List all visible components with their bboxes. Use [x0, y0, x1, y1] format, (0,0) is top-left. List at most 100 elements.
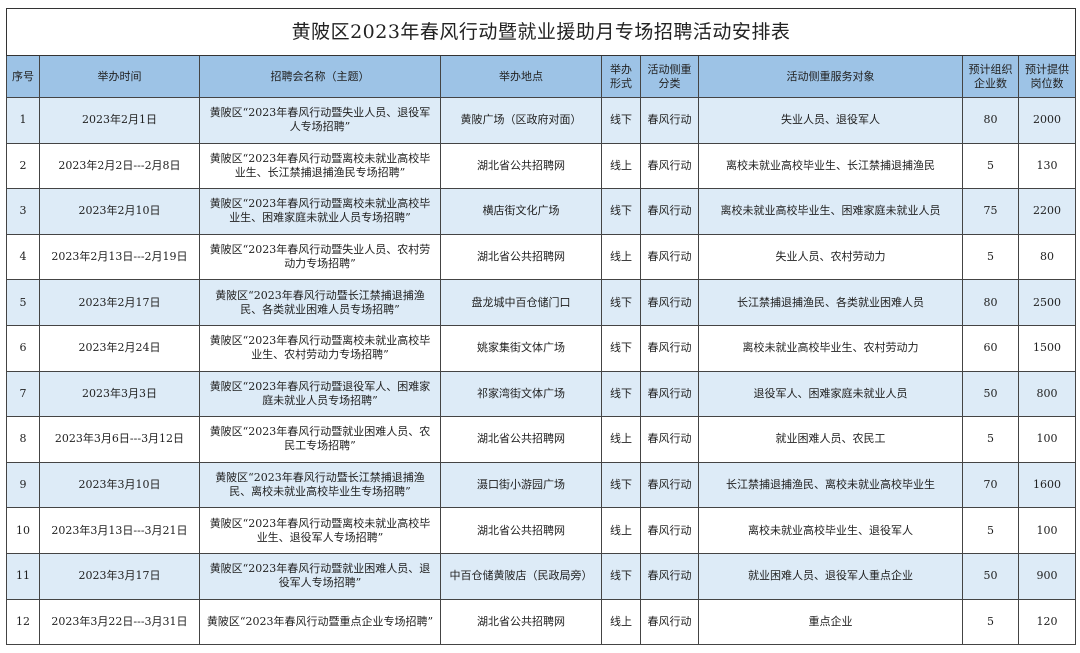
- cell-no: 12: [6, 598, 40, 646]
- cell-target: 长江禁捕退捕渔民、各类就业困难人员: [698, 279, 963, 326]
- cell-jobs: 100: [1017, 416, 1077, 463]
- table-row: 5 2023年2月17日 黄陂区“2023年春风行动暨长江禁捕退捕渔民、各类就业困难…: [6, 279, 1077, 326]
- cell-companies: 5: [962, 416, 1019, 463]
- table-row: 6 2023年2月24日 黄陂区“2023年春风行动暨离校未就业高校毕业生、农村劳动…: [6, 324, 1077, 372]
- cell-no: 8: [6, 416, 40, 463]
- table-row: 11 2023年3月17日 黄陂区“2023年春风行动暨就业困难人员、退役军人专场招…: [6, 552, 1077, 600]
- cell-category: 春风行动: [640, 598, 699, 646]
- cell-companies: 5: [962, 233, 1019, 281]
- cell-date: 2023年3月13日---3月21日: [39, 507, 200, 554]
- cell-target: 就业困难人员、退役军人重点企业: [698, 552, 963, 600]
- cell-jobs: 120: [1017, 598, 1077, 646]
- cell-target: 就业困难人员、农民工: [698, 416, 963, 463]
- cell-name: 黄陂区“2023年春风行动暨长江禁捕退捕渔民、离校未就业高校毕业生专场招聘”: [199, 461, 441, 509]
- table-row: 4 2023年2月13日---2月19日 黄陂区“2023年春风行动暨失业人员、农村…: [6, 233, 1077, 281]
- cell-target: 失业人员、退役军人: [698, 97, 963, 144]
- cell-jobs: 1600: [1017, 461, 1077, 509]
- header-col-category: 活动侧重分类: [640, 55, 699, 98]
- table-row: 12 2023年3月22日---3月31日 黄陂区“2023年春风行动暨重点企业专场…: [6, 598, 1077, 646]
- cell-target: 退役军人、困难家庭未就业人员: [698, 370, 963, 418]
- header-row: 序号 举办时间 招聘会名称（主题） 举办地点 举办形式 活动侧重分类 活动侧重服务对象 预计组…: [6, 55, 1077, 98]
- cell-companies: 70: [962, 461, 1019, 509]
- cell-date: 2023年2月2日---2月8日: [39, 142, 200, 190]
- cell-jobs: 800: [1017, 370, 1077, 418]
- cell-target: 失业人员、农村劳动力: [698, 233, 963, 281]
- cell-target: 重点企业: [698, 598, 963, 646]
- header-col-date: 举办时间: [39, 55, 200, 98]
- cell-name: 黄陂区“2023年春风行动暨长江禁捕退捕渔民、各类就业困难人员专场招聘”: [199, 279, 441, 326]
- cell-target: 离校未就业高校毕业生、长江禁捕退捕渔民: [698, 142, 963, 190]
- cell-jobs: 900: [1017, 552, 1077, 600]
- page-title: 黄陂区2023年春风行动暨就业援助月专场招聘活动安排表: [5, 8, 1077, 56]
- cell-no: 7: [6, 370, 40, 418]
- cell-name: 黄陂区“2023年春风行动暨失业人员、农村劳动力专场招聘”: [199, 233, 441, 281]
- cell-form: 线上: [601, 416, 641, 463]
- cell-no: 3: [6, 188, 40, 235]
- cell-name: 黄陂区“2023年春风行动暨失业人员、退役军人专场招聘”: [199, 97, 441, 144]
- cell-place: 湖北省公共招聘网: [440, 233, 602, 281]
- cell-jobs: 130: [1017, 142, 1077, 190]
- cell-form: 线上: [601, 507, 641, 554]
- cell-category: 春风行动: [640, 233, 699, 281]
- cell-target: 长江禁捕退捕渔民、离校未就业高校毕业生: [698, 461, 963, 509]
- cell-form: 线下: [601, 188, 641, 235]
- cell-date: 2023年3月6日---3月12日: [39, 416, 200, 463]
- cell-form: 线上: [601, 598, 641, 646]
- cell-companies: 5: [962, 142, 1019, 190]
- cell-no: 1: [6, 97, 40, 144]
- header-col-no: 序号: [6, 55, 40, 98]
- cell-companies: 75: [962, 188, 1019, 235]
- cell-category: 春风行动: [640, 507, 699, 554]
- cell-category: 春风行动: [640, 188, 699, 235]
- cell-place: 湖北省公共招聘网: [440, 142, 602, 190]
- table-row: 3 2023年2月10日 黄陂区“2023年春风行动暨离校未就业高校毕业生、困难家庭…: [6, 188, 1077, 235]
- header-col-jobs: 预计提供岗位数: [1017, 55, 1077, 98]
- cell-name: 黄陂区“2023年春风行动暨退役军人、困难家庭未就业人员专场招聘”: [199, 370, 441, 418]
- cell-jobs: 2000: [1017, 97, 1077, 144]
- cell-target: 离校未就业高校毕业生、困难家庭未就业人员: [698, 188, 963, 235]
- header-col-target: 活动侧重服务对象: [698, 55, 963, 98]
- cell-category: 春风行动: [640, 97, 699, 144]
- cell-date: 2023年2月13日---2月19日: [39, 233, 200, 281]
- cell-date: 2023年2月1日: [39, 97, 200, 144]
- cell-date: 2023年3月22日---3月31日: [39, 598, 200, 646]
- cell-category: 春风行动: [640, 142, 699, 190]
- schedule-table: 黄陂区2023年春风行动暨就业援助月专场招聘活动安排表 序号 举办时间 招聘会名称（…: [5, 8, 1077, 646]
- cell-form: 线上: [601, 233, 641, 281]
- cell-no: 10: [6, 507, 40, 554]
- header-col-form: 举办形式: [601, 55, 641, 98]
- header-col-place: 举办地点: [440, 55, 602, 98]
- cell-form: 线下: [601, 370, 641, 418]
- cell-companies: 60: [962, 324, 1019, 372]
- cell-category: 春风行动: [640, 324, 699, 372]
- cell-name: 黄陂区“2023年春风行动暨离校未就业高校毕业生、长江禁捕退捕渔民专场招聘”: [199, 142, 441, 190]
- cell-companies: 5: [962, 598, 1019, 646]
- cell-name: 黄陂区“2023年春风行动暨就业困难人员、退役军人专场招聘”: [199, 552, 441, 600]
- cell-form: 线下: [601, 324, 641, 372]
- cell-jobs: 2200: [1017, 188, 1077, 235]
- cell-no: 5: [6, 279, 40, 326]
- cell-name: 黄陂区“2023年春风行动暨离校未就业高校毕业生、困难家庭未就业人员专场招聘”: [199, 188, 441, 235]
- cell-form: 线下: [601, 97, 641, 144]
- cell-place: 黄陂广场（区政府对面）: [440, 97, 602, 144]
- cell-place: 姚家集街文体广场: [440, 324, 602, 372]
- cell-jobs: 100: [1017, 507, 1077, 554]
- table-row: 9 2023年3月10日 黄陂区“2023年春风行动暨长江禁捕退捕渔民、离校未就业高…: [6, 461, 1077, 509]
- table-row: 1 2023年2月1日 黄陂区“2023年春风行动暨失业人员、退役军人专场招聘” 黄陂…: [6, 97, 1077, 144]
- cell-target: 离校未就业高校毕业生、农村劳动力: [698, 324, 963, 372]
- cell-companies: 50: [962, 370, 1019, 418]
- cell-category: 春风行动: [640, 552, 699, 600]
- cell-place: 滠口街小游园广场: [440, 461, 602, 509]
- header-col-companies: 预计组织企业数: [962, 55, 1019, 98]
- cell-place: 横店街文化广场: [440, 188, 602, 235]
- cell-no: 9: [6, 461, 40, 509]
- cell-jobs: 2500: [1017, 279, 1077, 326]
- table-row: 8 2023年3月6日---3月12日 黄陂区“2023年春风行动暨就业困难人员、农…: [6, 416, 1077, 463]
- cell-name: 黄陂区“2023年春风行动暨重点企业专场招聘”: [199, 598, 441, 646]
- cell-place: 盘龙城中百仓储门口: [440, 279, 602, 326]
- cell-name: 黄陂区“2023年春风行动暨离校未就业高校毕业生、农村劳动力专场招聘”: [199, 324, 441, 372]
- cell-companies: 80: [962, 279, 1019, 326]
- cell-jobs: 1500: [1017, 324, 1077, 372]
- cell-name: 黄陂区“2023年春风行动暨离校未就业高校毕业生、退役军人专场招聘”: [199, 507, 441, 554]
- cell-category: 春风行动: [640, 370, 699, 418]
